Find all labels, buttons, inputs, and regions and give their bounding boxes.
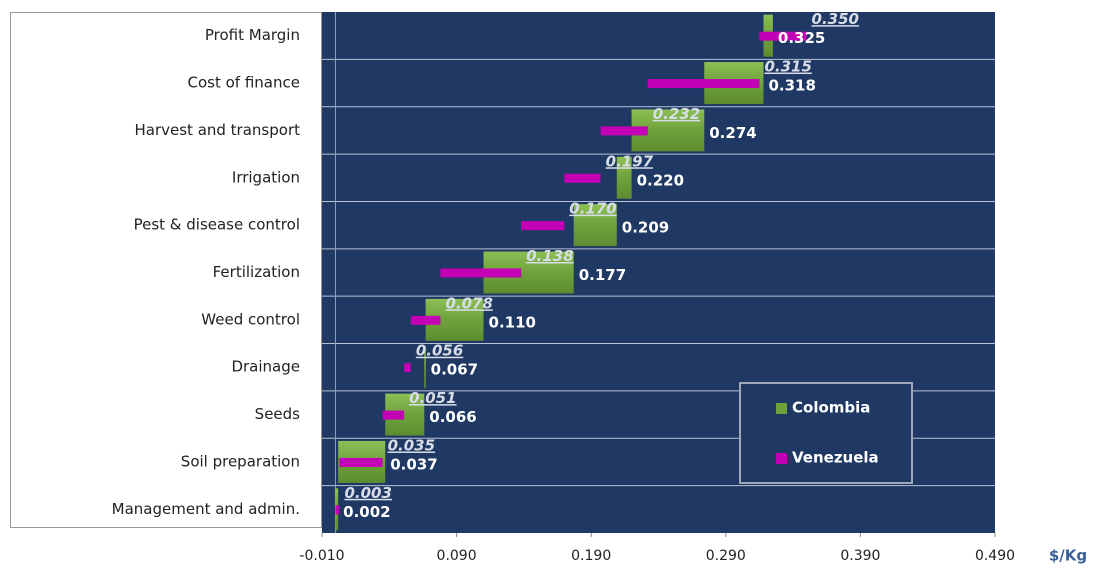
venezuela-label: 0.056 xyxy=(416,342,463,360)
colombia-bar xyxy=(616,156,632,199)
x-axis-label: $/Kg xyxy=(1049,547,1087,565)
venezuela-label: 0.051 xyxy=(409,389,456,407)
colombia-label: 0.066 xyxy=(429,408,476,426)
venezuela-label: 0.003 xyxy=(344,484,391,502)
y-tick-label: Irrigation xyxy=(232,168,300,186)
x-tick-label: 0.290 xyxy=(706,548,746,564)
y-tick-label: Management and admin. xyxy=(112,500,300,518)
venezuela-label: 0.170 xyxy=(569,200,616,218)
x-tick-label: -0.010 xyxy=(299,548,344,564)
legend-swatch xyxy=(776,403,787,414)
colombia-label: 0.177 xyxy=(579,266,626,284)
venezuela-bar xyxy=(404,363,411,373)
venezuela-bar xyxy=(521,221,565,231)
venezuela-label: 0.350 xyxy=(812,10,859,28)
venezuela-bar xyxy=(647,79,760,89)
venezuela-bar xyxy=(759,31,807,41)
colombia-label: 0.274 xyxy=(709,124,756,142)
y-tick-label: Weed control xyxy=(201,310,300,328)
colombia-label: 0.037 xyxy=(390,455,437,473)
venezuela-label: 0.315 xyxy=(764,58,811,76)
colombia-bar xyxy=(573,204,617,247)
x-tick-label: 0.090 xyxy=(437,548,477,564)
x-tick-label: 0.390 xyxy=(840,548,880,564)
y-tick-label: Fertilization xyxy=(213,263,300,281)
colombia-bar xyxy=(424,346,426,389)
venezuela-label: 0.078 xyxy=(445,294,492,312)
venezuela-bar xyxy=(564,173,601,183)
venezuela-bar xyxy=(600,126,648,136)
venezuela-bar xyxy=(335,505,340,515)
label-panel xyxy=(10,12,322,528)
legend-swatch xyxy=(776,453,787,464)
venezuela-bar xyxy=(440,268,522,278)
y-tick-label: Drainage xyxy=(231,358,300,376)
legend-label: Colombia xyxy=(792,399,870,417)
colombia-label: 0.325 xyxy=(778,29,825,47)
legend-box xyxy=(739,382,913,484)
colombia-label: 0.110 xyxy=(489,313,536,331)
legend-label: Venezuela xyxy=(792,449,879,467)
x-tick-label: 0.490 xyxy=(975,548,1015,564)
x-tick-label: 0.190 xyxy=(571,548,611,564)
colombia-label: 0.318 xyxy=(768,77,815,95)
colombia-label: 0.209 xyxy=(622,219,669,237)
venezuela-label: 0.232 xyxy=(653,105,700,123)
venezuela-label: 0.035 xyxy=(388,436,435,454)
colombia-label: 0.067 xyxy=(431,361,478,379)
y-tick-label: Profit Margin xyxy=(205,26,300,44)
venezuela-bar xyxy=(382,410,405,420)
y-tick-label: Pest & disease control xyxy=(134,216,300,234)
venezuela-bar xyxy=(410,315,441,325)
colombia-label: 0.220 xyxy=(637,171,684,189)
venezuela-bar xyxy=(339,457,383,467)
y-tick-label: Seeds xyxy=(255,405,301,423)
y-tick-label: Soil preparation xyxy=(181,452,300,470)
y-tick-label: Cost of finance xyxy=(188,74,300,92)
y-tick-label: Harvest and transport xyxy=(134,121,300,139)
colombia-label: 0.002 xyxy=(343,503,390,521)
venezuela-label: 0.138 xyxy=(526,247,573,265)
venezuela-label: 0.197 xyxy=(606,152,654,170)
